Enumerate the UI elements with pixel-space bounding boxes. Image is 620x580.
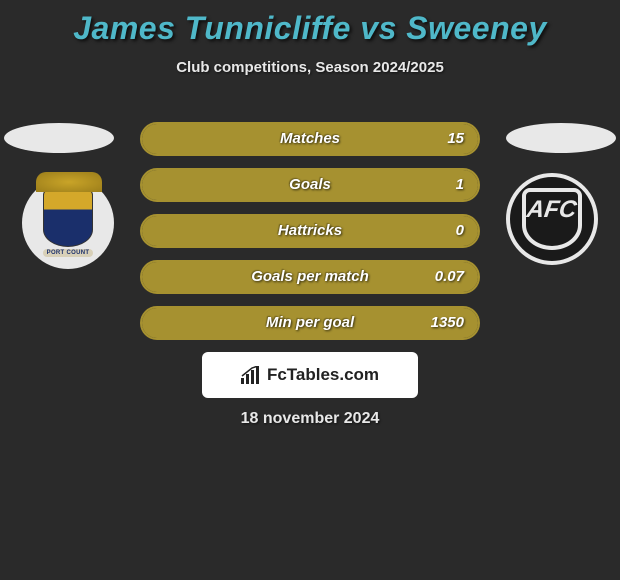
- stat-value: 15: [447, 124, 464, 154]
- stat-row-hattricks: Hattricks 0: [140, 214, 480, 248]
- stat-label: Goals: [142, 170, 478, 200]
- stat-value: 0.07: [435, 262, 464, 292]
- bars-icon: [241, 366, 263, 384]
- page-title: James Tunnicliffe vs Sweeney: [0, 0, 620, 47]
- team-badge-right: AFC: [506, 173, 598, 265]
- crest-right-initials: AFC: [525, 196, 578, 224]
- stats-container: Matches 15 Goals 1 Hattricks 0 Goals per…: [140, 122, 480, 352]
- team-badge-left: PORT COUNT: [22, 177, 114, 269]
- ribbon-text: PORT COUNT: [43, 249, 94, 257]
- stat-label: Matches: [142, 124, 478, 154]
- stat-value: 1: [456, 170, 464, 200]
- stat-row-gpm: Goals per match 0.07: [140, 260, 480, 294]
- crest-right: AFC: [522, 188, 582, 250]
- brand-box: FcTables.com: [202, 352, 418, 398]
- oval-decoration-right: [506, 123, 616, 153]
- subtitle: Club competitions, Season 2024/2025: [0, 59, 620, 76]
- shield-icon: [43, 189, 93, 247]
- stat-label: Min per goal: [142, 308, 478, 338]
- stat-row-mpg: Min per goal 1350: [140, 306, 480, 340]
- brand-text: FcTables.com: [267, 365, 379, 385]
- crest-left: PORT COUNT: [43, 189, 94, 257]
- footer-date: 18 november 2024: [0, 410, 620, 428]
- stat-row-goals: Goals 1: [140, 168, 480, 202]
- stat-value: 1350: [431, 308, 464, 338]
- oval-decoration-left: [4, 123, 114, 153]
- stat-label: Goals per match: [142, 262, 478, 292]
- stat-label: Hattricks: [142, 216, 478, 246]
- stat-row-matches: Matches 15: [140, 122, 480, 156]
- stat-value: 0: [456, 216, 464, 246]
